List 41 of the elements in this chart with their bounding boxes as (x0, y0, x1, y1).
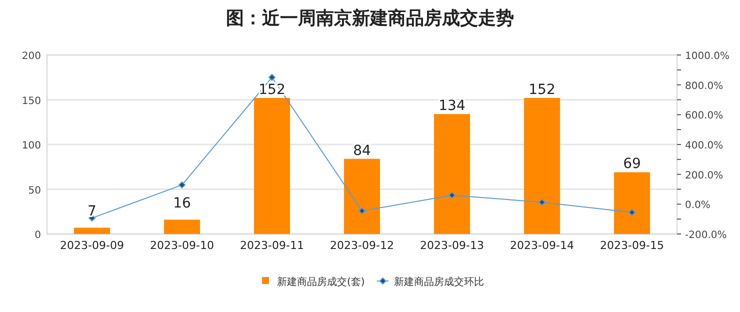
y2-tick-label: 400.0% (685, 140, 724, 152)
bar (344, 158, 380, 234)
x-tick-label: 2023-09-11 (240, 239, 304, 252)
bar (164, 220, 200, 234)
point (178, 181, 186, 188)
y2-tick-label: 200.0% (685, 170, 724, 182)
point (538, 198, 546, 206)
point (628, 208, 636, 216)
data-label: 16 (173, 196, 191, 212)
bar (524, 98, 560, 234)
x-tick-label: 2023-09-09 (60, 239, 124, 252)
bar (254, 98, 290, 234)
y-tick-label: 150 (22, 96, 41, 107)
point (358, 207, 366, 214)
data-label: 84 (353, 142, 371, 159)
legend-label: 新建商品房成交环比 (394, 276, 484, 288)
legend-label: 新建商品房成交(套) (277, 276, 365, 288)
x-tick-label: 2023-09-14 (510, 239, 574, 252)
data-label: 152 (528, 82, 556, 98)
y2-tick-label: 600.0% (685, 110, 724, 122)
y-tick-label: 200 (22, 51, 41, 62)
x-tick-label: 2023-09-10 (150, 239, 214, 252)
data-label: 7 (88, 204, 96, 220)
x-tick-label: 2023-09-13 (420, 239, 484, 252)
data-label: 69 (623, 156, 641, 172)
bar (434, 114, 470, 234)
chart-title: 图：近一周南京新建商品房成交走势 (226, 8, 514, 29)
y2-tick-label: -200.0% (685, 230, 727, 241)
y2-tick-label: 0.0% (685, 200, 710, 212)
point (268, 74, 276, 81)
y2-tick-label: 800.0% (685, 80, 724, 92)
y-tick-label: 0 (34, 230, 41, 241)
x-tick-label: 2023-09-12 (330, 239, 394, 252)
x-tick-label: 2023-09-15 (600, 239, 664, 252)
bar (614, 172, 650, 234)
y2-tick-label: 1000.0% (685, 51, 730, 62)
y-tick-label: 100 (22, 140, 41, 152)
point (448, 192, 456, 199)
bar (74, 228, 110, 234)
data-label: 134 (438, 98, 466, 114)
y-tick-label: 50 (28, 185, 41, 196)
